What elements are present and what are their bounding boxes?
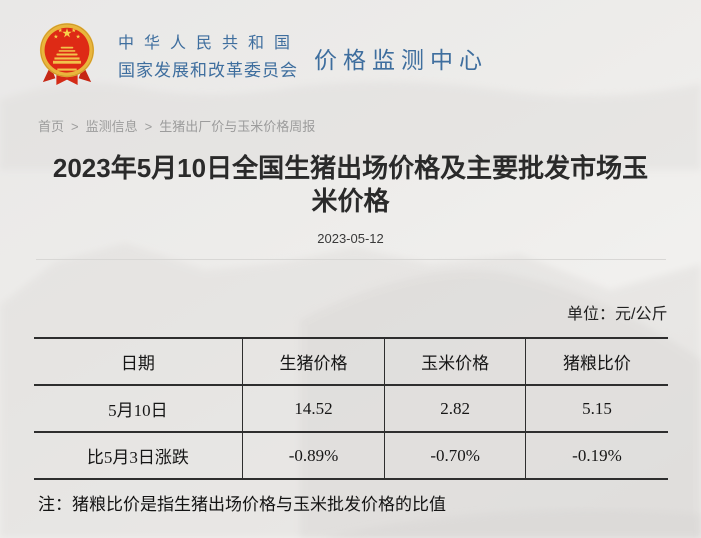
- cell-pig-price-change: -0.89%: [242, 431, 385, 481]
- china-national-emblem-icon[interactable]: [38, 21, 96, 89]
- breadcrumb-current-page: 生猪出厂价与玉米价格周报: [159, 119, 316, 134]
- column-header-ratio: 猪粮比价: [525, 337, 668, 386]
- footnote: 注：猪粮比价是指生猪出场价格与玉米批发价格的比值: [38, 495, 446, 515]
- cell-ratio-change: -0.19%: [525, 431, 668, 481]
- article-title-line2: 米价格: [311, 186, 390, 217]
- column-header-pig-price: 生猪价格: [242, 337, 385, 386]
- title-divider: [35, 259, 666, 261]
- table-row: 5月10日 14.52 2.82 5.15: [33, 384, 668, 433]
- cell-corn-price-change: -0.70%: [383, 431, 526, 481]
- org-name-block[interactable]: 中华人民共和国 国家发展和改革委员会: [118, 29, 300, 81]
- article-title: 2023年5月10日全国生猪出场价格及主要批发市场玉 米价格: [21, 152, 681, 218]
- table-header-row: 日期 生猪价格 玉米价格 猪粮比价: [33, 337, 668, 386]
- breadcrumb-home-link[interactable]: 首页: [38, 119, 65, 134]
- article-title-line1: 2023年5月10日全国生猪出场价格及主要批发市场玉: [52, 153, 649, 183]
- breadcrumb-monitoring-info-link[interactable]: 监测信息: [85, 119, 138, 134]
- cell-corn-price: 2.82: [383, 384, 526, 433]
- price-table: 日期 生猪价格 玉米价格 猪粮比价 5月10日 14.52 2.82 5.15 …: [33, 337, 668, 481]
- cell-change-label: 比5月3日涨跌: [33, 431, 243, 481]
- column-header-date: 日期: [33, 337, 243, 386]
- site-header: 中华人民共和国 国家发展和改革委员会 价格监测中心: [0, 0, 701, 96]
- unit-label: 单位：元/公斤: [567, 306, 668, 324]
- breadcrumb-separator: >: [144, 119, 153, 134]
- cell-pig-price: 14.52: [242, 384, 385, 433]
- breadcrumb: 首页 > 监测信息 > 生猪出厂价与玉米价格周报: [38, 116, 701, 135]
- breadcrumb-separator: >: [71, 119, 79, 134]
- publish-date: 2023-05-12: [317, 231, 384, 247]
- cell-date: 5月10日: [33, 384, 243, 433]
- table-row: 比5月3日涨跌 -0.89% -0.70% -0.19%: [33, 431, 668, 481]
- cell-ratio: 5.15: [525, 384, 668, 433]
- site-name[interactable]: 价格监测中心: [314, 47, 489, 73]
- org-country-name: 中华人民共和国: [118, 35, 301, 52]
- column-header-corn-price: 玉米价格: [383, 337, 526, 386]
- org-commission-name: 国家发展和改革委员会: [118, 61, 298, 80]
